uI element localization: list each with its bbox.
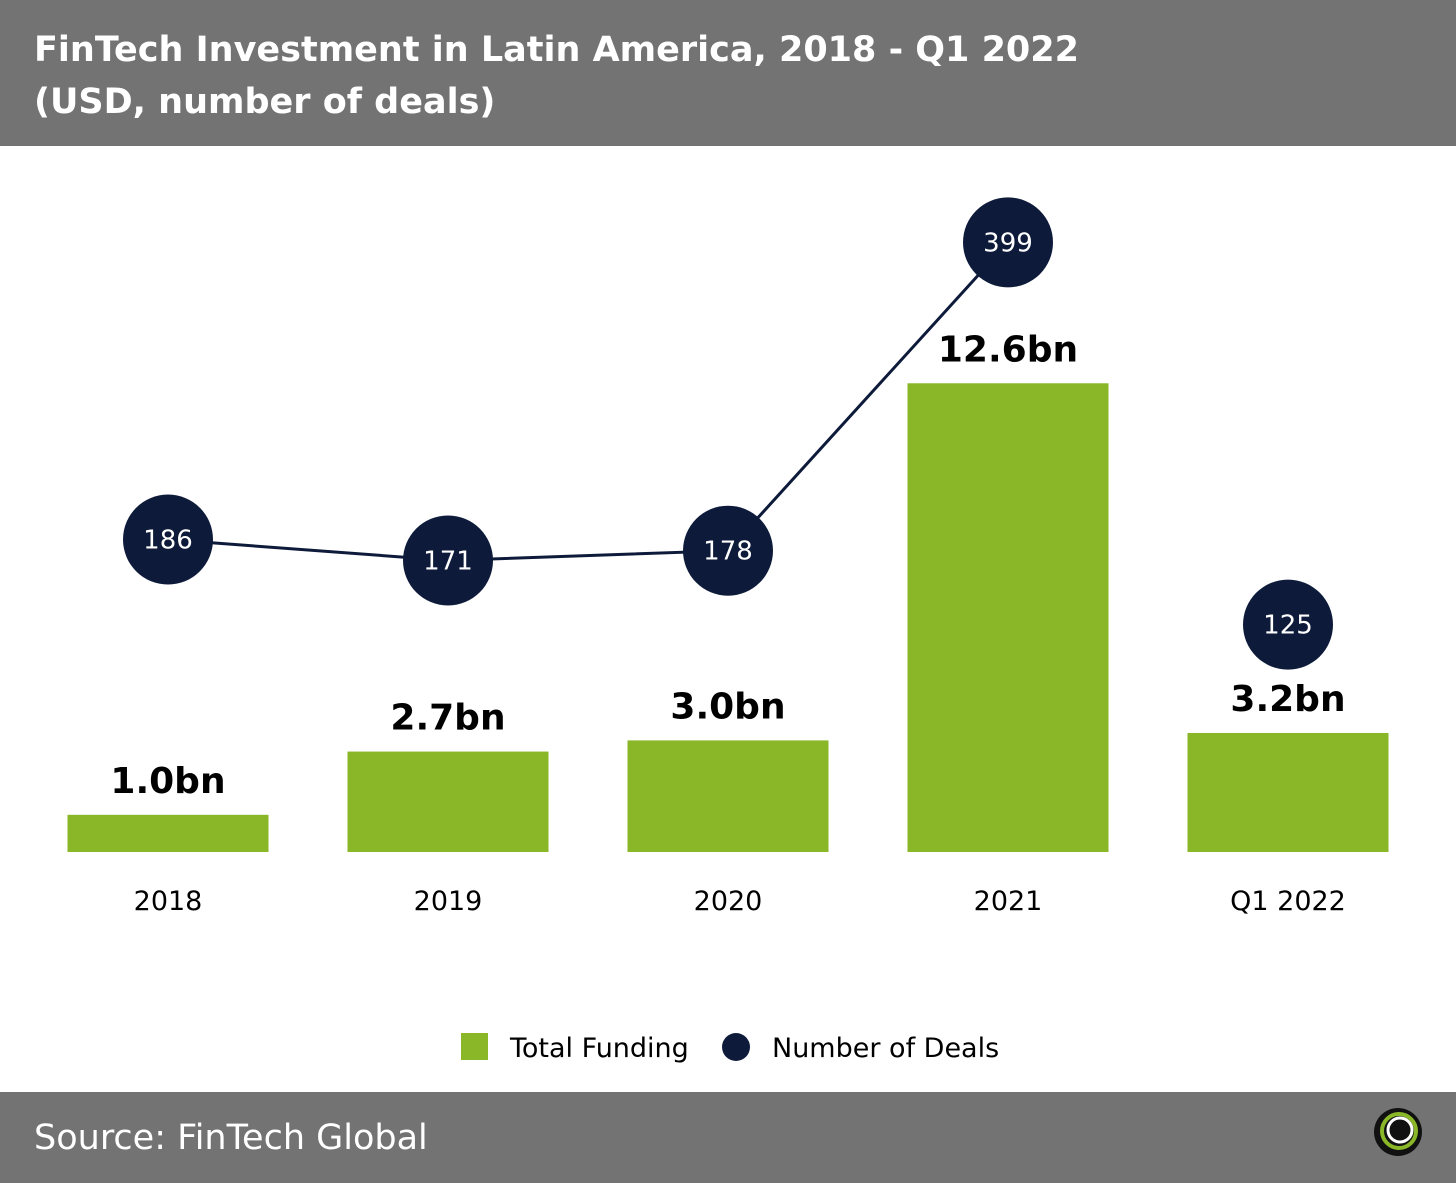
legend-funding-label: Total Funding	[509, 1033, 689, 1064]
deal-count-marker	[1243, 579, 1333, 670]
legend-deals-label: Number of Deals	[772, 1033, 999, 1064]
chart-area: 1.0bn 2018 2.7bn 2019 3.0bn 2020 12.6bn 2021 3.2…	[67, 197, 1389, 1064]
chart-header: FinTech Investment in Latin America, 201…	[0, 0, 1456, 146]
chart-subtitle: (USD, number of deals)	[34, 82, 496, 122]
legend-deals-swatch	[722, 1033, 750, 1061]
deal-count-label: 186	[143, 526, 193, 556]
deal-count-label: 171	[423, 546, 473, 576]
bar-2019	[347, 751, 549, 852]
x-tick-label: 2021	[974, 886, 1043, 917]
bar-value-label: 2.7bn	[390, 698, 505, 739]
x-tick-label: Q1 2022	[1230, 886, 1346, 917]
x-tick-label: 2018	[134, 886, 203, 917]
bar-2018	[67, 814, 269, 852]
legend-funding-swatch	[461, 1033, 488, 1060]
bar-q1-2022	[1187, 732, 1389, 852]
bar-value-label: 1.0bn	[110, 761, 225, 802]
x-tick-label: 2019	[414, 886, 483, 917]
bar-value-label: 12.6bn	[938, 329, 1078, 370]
deal-count-marker	[123, 494, 213, 585]
chart-footer: Source: FinTech Global	[0, 1092, 1456, 1183]
deal-count-label: 178	[703, 537, 753, 567]
bar-value-label: 3.0bn	[670, 686, 785, 727]
fintech-global-logo-icon	[1374, 1108, 1422, 1156]
deal-count-marker	[683, 505, 773, 596]
source-text: Source: FinTech Global	[34, 1118, 428, 1158]
deals-series-line	[167, 241, 1010, 562]
deal-count-label: 125	[1263, 611, 1313, 641]
deal-count-marker	[963, 197, 1053, 288]
x-tick-label: 2020	[694, 886, 763, 917]
bar-2020	[627, 740, 829, 852]
bar-2021	[907, 383, 1109, 852]
chart-title: FinTech Investment in Latin America, 201…	[34, 30, 1079, 70]
deal-count-marker	[403, 515, 493, 606]
deal-count-label: 399	[983, 228, 1033, 258]
bar-value-label: 3.2bn	[1230, 679, 1345, 720]
